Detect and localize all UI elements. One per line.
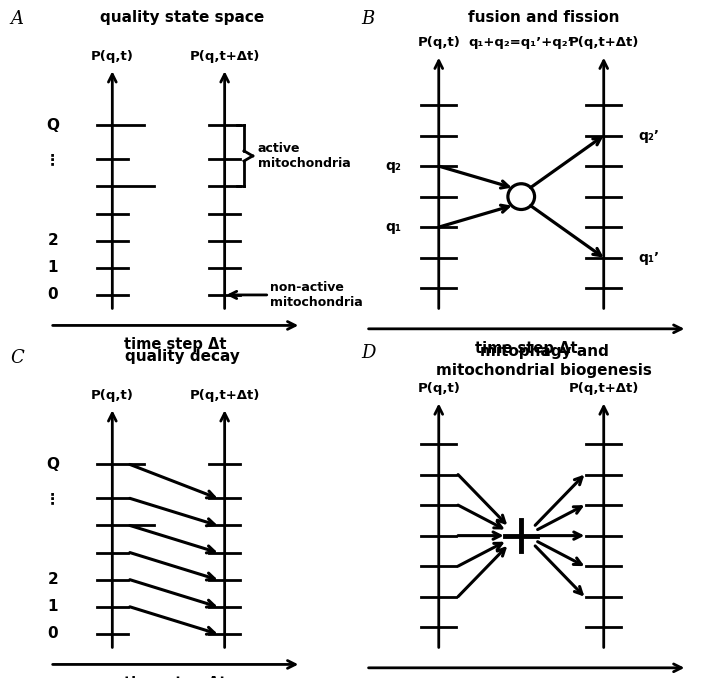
Text: q₁: q₁	[385, 220, 401, 234]
Text: Q: Q	[46, 457, 59, 472]
Text: P(q,t+Δt): P(q,t+Δt)	[569, 382, 639, 395]
Text: quality decay: quality decay	[125, 349, 240, 364]
Text: P(q,t): P(q,t)	[91, 388, 134, 401]
Text: fusion and fission: fusion and fission	[468, 10, 620, 25]
Text: 2: 2	[47, 233, 58, 248]
Text: Q: Q	[46, 118, 59, 133]
Text: 0: 0	[47, 626, 58, 641]
Text: ⋮: ⋮	[45, 152, 60, 167]
Text: 0: 0	[47, 287, 58, 302]
Text: quality state space: quality state space	[100, 10, 265, 25]
Text: time step Δt: time step Δt	[475, 340, 578, 356]
Text: active
mitochondria: active mitochondria	[258, 142, 351, 170]
Text: P(q,t): P(q,t)	[91, 49, 134, 62]
Text: P(q,t): P(q,t)	[417, 36, 461, 49]
Text: P(q,t): P(q,t)	[417, 382, 461, 395]
Text: q₁’: q₁’	[639, 251, 660, 264]
Text: A: A	[11, 10, 24, 28]
Text: D: D	[362, 344, 376, 362]
Text: P(q,t+Δt): P(q,t+Δt)	[190, 49, 260, 62]
Text: q₂: q₂	[385, 159, 401, 173]
Text: non-active
mitochondria: non-active mitochondria	[270, 281, 363, 309]
Text: q₂’: q₂’	[639, 129, 660, 142]
Text: 1: 1	[48, 260, 58, 275]
Text: q₁+q₂=q₁’+q₂’: q₁+q₂=q₁’+q₂’	[469, 36, 574, 49]
Text: time step Δt: time step Δt	[124, 677, 227, 678]
Text: B: B	[362, 10, 375, 28]
Text: ⋮: ⋮	[45, 491, 60, 506]
Text: P(q,t+Δt): P(q,t+Δt)	[569, 36, 639, 49]
Text: time step Δt: time step Δt	[124, 338, 227, 353]
Text: C: C	[11, 349, 25, 367]
Text: P(q,t+Δt): P(q,t+Δt)	[190, 388, 260, 401]
Text: mitophagy and
mitochondrial biogenesis: mitophagy and mitochondrial biogenesis	[436, 344, 652, 378]
Text: 2: 2	[47, 572, 58, 587]
Text: 1: 1	[48, 599, 58, 614]
